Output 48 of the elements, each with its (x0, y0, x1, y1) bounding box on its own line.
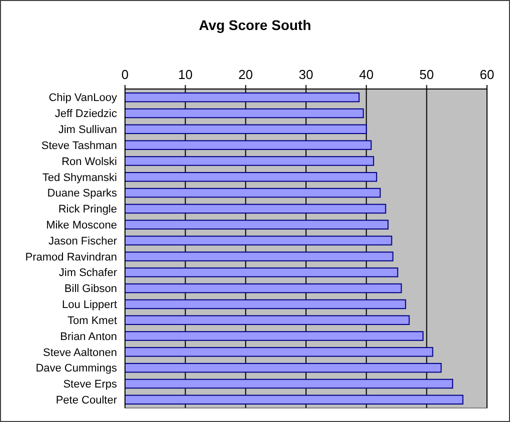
y-tick-label: Chip VanLooy (48, 92, 118, 104)
y-tick-label: Tom Kmet (67, 314, 117, 327)
y-tick-label: Jason Fischer (48, 235, 118, 248)
y-tick-label: Steve Tashman (41, 140, 117, 152)
y-tick-label: Rick Pringle (58, 204, 117, 216)
bar (124, 378, 454, 389)
bar (124, 124, 367, 134)
bar (124, 283, 402, 294)
y-tick-label: Lou Lippert (62, 299, 117, 312)
bar (124, 347, 434, 357)
y-tick-label: Mike Moscone (46, 219, 117, 232)
bar (124, 140, 372, 150)
bar (124, 204, 386, 214)
bar (124, 331, 424, 341)
bar (124, 172, 378, 182)
x-tick-label: 10 (178, 67, 193, 82)
bar (124, 252, 394, 262)
bar (124, 220, 389, 230)
y-tick-label: Pramod Ravindran (25, 251, 117, 264)
bar (124, 394, 464, 405)
y-tick-label: Jeff Dziedzic (54, 108, 118, 120)
y-tick-label: Bill Gibson (64, 283, 117, 296)
y-tick-label: Jim Sullivan (58, 124, 117, 136)
y-tick-label: Ted Shymanski (42, 172, 117, 184)
bar (124, 315, 410, 325)
y-tick-label: Dave Cummings (36, 362, 118, 375)
y-tick-label: Duane Sparks (47, 188, 118, 200)
y-tick-label: Jim Schafer (58, 267, 118, 280)
x-tick-label: 50 (419, 67, 434, 82)
y-tick-label: Pete Coulter (56, 394, 118, 406)
y-tick-label: Brian Anton (60, 330, 117, 343)
y-tick-label: Ron Wolski (62, 156, 117, 168)
bar (124, 92, 360, 102)
bar (124, 188, 381, 198)
bar (124, 362, 442, 373)
x-tick-label: 20 (238, 67, 253, 82)
x-tick-label: 60 (480, 67, 494, 82)
x-tick-label: 0 (121, 67, 129, 82)
x-tick-label: 40 (359, 67, 374, 82)
x-tick-label: 30 (298, 67, 314, 82)
y-tick-label: Steve Erps (63, 378, 118, 391)
bar (124, 108, 364, 118)
bar (124, 267, 398, 278)
bar (124, 236, 392, 246)
y-tick-label: Steve Aaltonen (42, 346, 117, 359)
bar (124, 299, 406, 310)
bar (124, 156, 374, 166)
chart-title: Avg Score South (198, 17, 312, 33)
